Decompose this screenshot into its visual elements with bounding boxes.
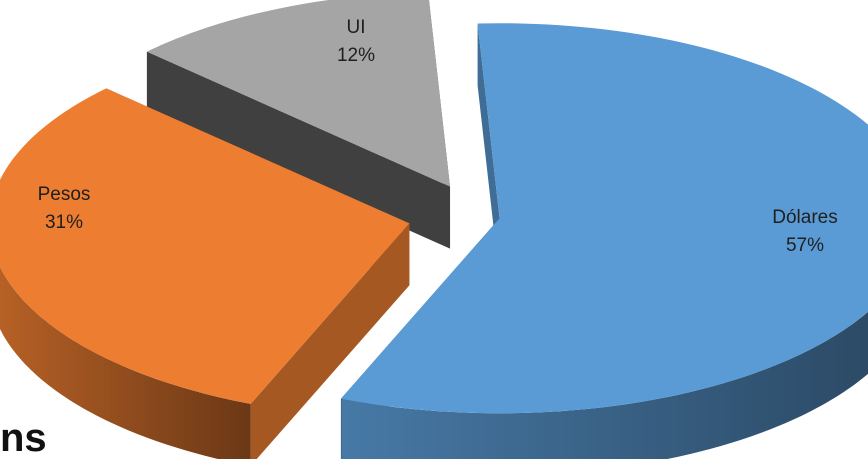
slice-label-ui-name: UI bbox=[346, 17, 366, 38]
pie-slice-pesos bbox=[0, 88, 410, 459]
slice-label-ui-value: 12% bbox=[336, 45, 376, 66]
pie-slice-wall-pesos-start bbox=[250, 223, 410, 459]
pie-slice-side-pesos bbox=[0, 266, 251, 459]
slice-label-pesos-name: Pesos bbox=[37, 184, 91, 205]
slice-label-dolares-value: 57% bbox=[785, 235, 825, 256]
slice-label-pesos-value: 31% bbox=[44, 212, 84, 233]
pie-slice-wall-ui-start bbox=[146, 51, 451, 249]
pie-slice-dolares bbox=[340, 23, 868, 459]
slice-label-ui: UI 12% bbox=[337, 14, 375, 70]
slice-label-dolares-name: Dólares bbox=[772, 207, 838, 228]
cropped-caption-text: ns bbox=[0, 416, 47, 460]
slice-label-pesos: Pesos 31% bbox=[38, 181, 91, 237]
pie-slice-top-pesos bbox=[0, 88, 410, 404]
pie-slice-ui bbox=[146, 0, 451, 249]
pie-slice-top-dolares bbox=[340, 23, 868, 414]
pie-slice-top-ui bbox=[146, 0, 451, 187]
pie-slice-wall-dolares-start bbox=[477, 23, 500, 281]
slice-label-dolares: Dólares 57% bbox=[772, 204, 837, 260]
pie-slice-side-dolares bbox=[342, 311, 868, 459]
